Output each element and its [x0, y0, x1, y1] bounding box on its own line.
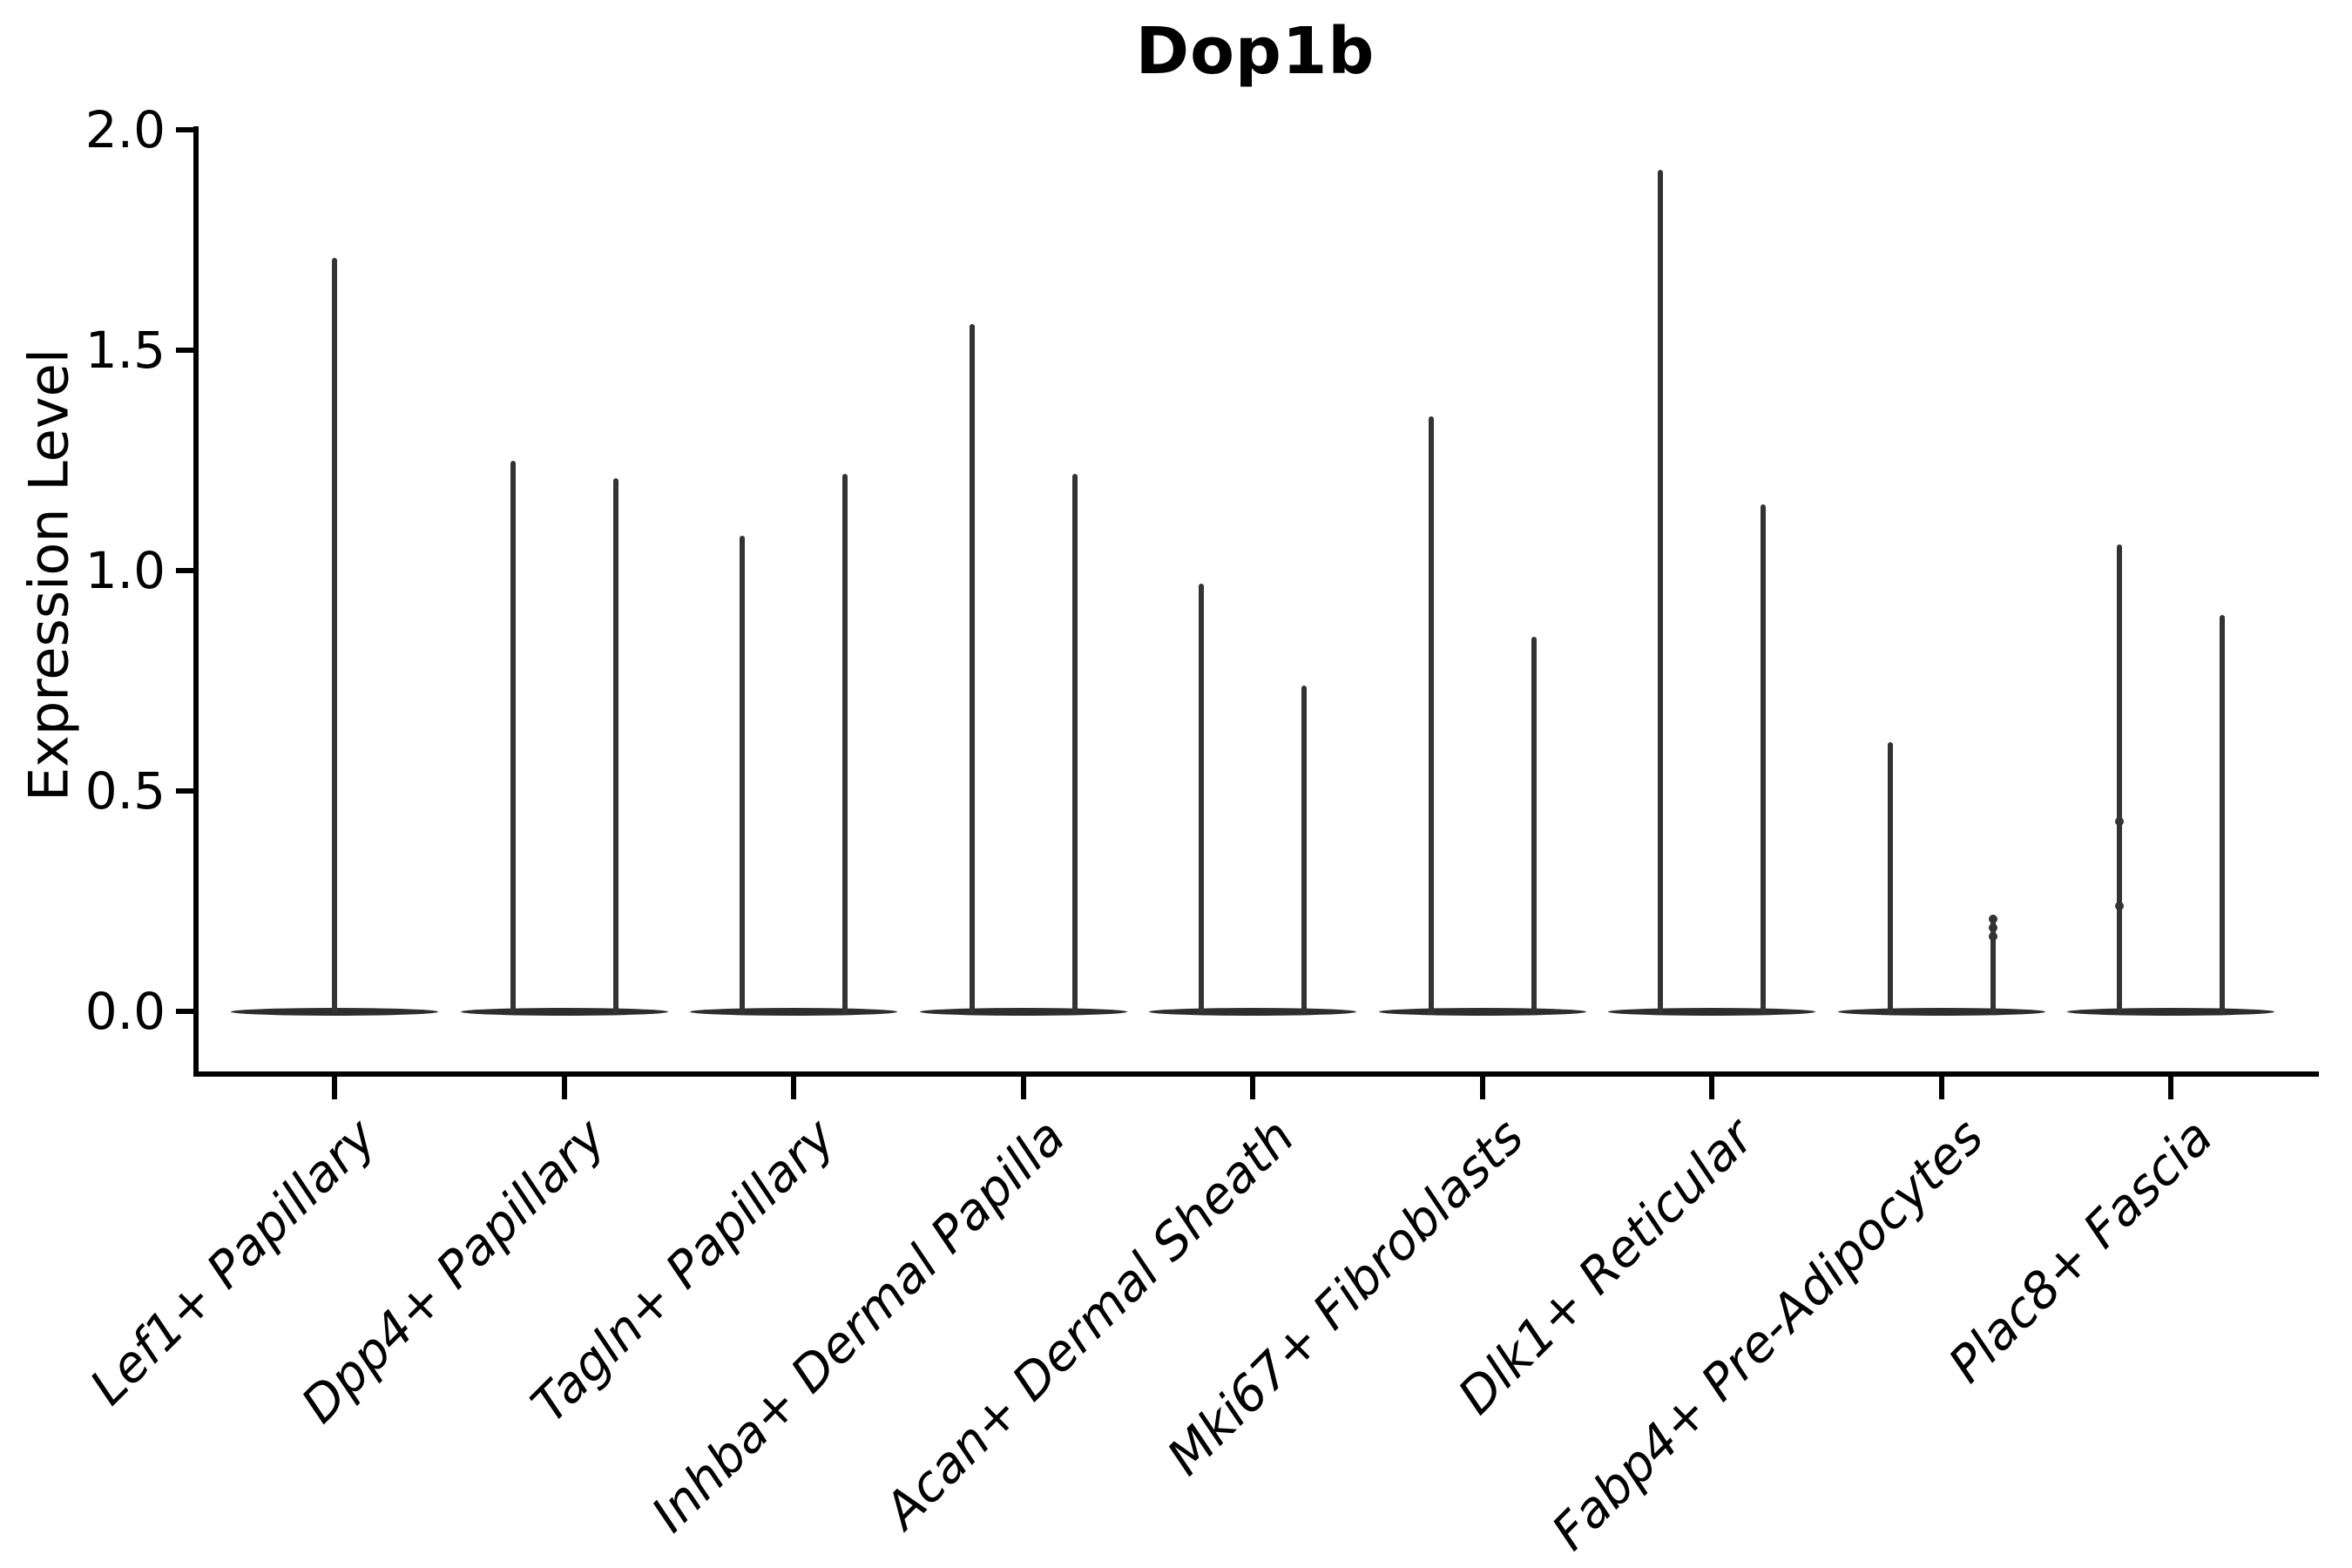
x-tick-mark [561, 1077, 567, 1099]
violin-spike [969, 323, 975, 1013]
violin-base [1608, 1007, 1815, 1016]
violin-spike [2220, 614, 2225, 1013]
y-tick-label: 1.5 [84, 321, 166, 380]
violin-spike [510, 460, 516, 1013]
x-tick-mark [1479, 1077, 1485, 1099]
violin-dot [1988, 923, 1997, 932]
x-tick-mark [791, 1077, 796, 1099]
violin-spike [842, 473, 848, 1013]
violin-dot [1988, 931, 1997, 941]
x-tick-mark [1020, 1077, 1026, 1099]
violin-spike [2117, 544, 2122, 1013]
violin-spike [612, 477, 618, 1013]
violin-dot [2115, 901, 2124, 910]
violin-spike [332, 257, 337, 1013]
x-tick-mark [1709, 1077, 1714, 1099]
violin-spike [1658, 169, 1663, 1013]
violin-spike [1887, 742, 1893, 1013]
y-tick-label: 0.0 [84, 982, 166, 1041]
violin-spike [1531, 636, 1537, 1013]
violin-spike [740, 535, 745, 1013]
violin-base [1837, 1007, 2045, 1016]
y-tick-mark [176, 1009, 195, 1014]
y-tick-mark [176, 788, 195, 794]
y-tick-label: 1.0 [84, 541, 166, 600]
x-axis-label: Inhba+ Dermal Papilla [640, 1108, 1077, 1544]
x-tick-mark [2168, 1077, 2173, 1099]
violin-base [1149, 1007, 1356, 1016]
x-tick-mark [332, 1077, 337, 1099]
violin-base [919, 1007, 1127, 1016]
plot-title: Dop1b [1135, 14, 1375, 89]
violin-spike [1761, 504, 1766, 1013]
violin-base [2067, 1007, 2274, 1016]
x-axis-spine [193, 1071, 2319, 1077]
y-tick-label: 2.0 [84, 100, 166, 159]
x-axis-label: Fabp4+ Pre-Adipocytes [1540, 1108, 1995, 1562]
y-tick-mark [176, 348, 195, 353]
x-tick-mark [1250, 1077, 1255, 1099]
x-axis-label: Acan+ Dermal Sheath [874, 1108, 1306, 1540]
violin-dot [2115, 817, 2124, 827]
violin-spike [1301, 685, 1307, 1013]
x-tick-mark [1938, 1077, 1944, 1099]
violin-spike [1199, 584, 1204, 1013]
y-tick-mark [176, 127, 195, 132]
y-axis-spine [193, 126, 199, 1077]
violin-base [690, 1007, 897, 1016]
violin-spike [1990, 914, 1996, 1013]
violin-base [1378, 1007, 1586, 1016]
y-tick-label: 0.5 [84, 761, 166, 821]
y-tick-mark [176, 568, 195, 573]
violin-base [460, 1007, 668, 1016]
violin-spike [1428, 416, 1434, 1013]
violin-dot [1988, 914, 1997, 923]
violin-spike [1071, 473, 1078, 1013]
